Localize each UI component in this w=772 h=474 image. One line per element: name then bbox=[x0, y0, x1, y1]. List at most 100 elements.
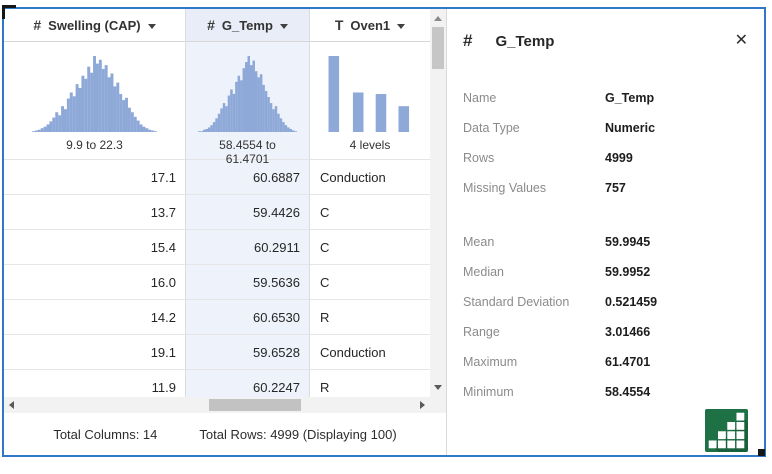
vertical-scrollbar[interactable] bbox=[430, 9, 446, 397]
table-cell[interactable]: 60.6887 bbox=[186, 160, 309, 195]
table-cell[interactable]: 16.0 bbox=[4, 265, 185, 300]
table-cell[interactable]: 14.2 bbox=[4, 300, 185, 335]
character-type-icon: T bbox=[334, 17, 344, 33]
column-label: Swelling (CAP) bbox=[48, 17, 141, 33]
panel-title: G_Temp bbox=[495, 32, 555, 50]
numeric-type-icon: # bbox=[207, 17, 215, 33]
table-cell[interactable]: C bbox=[310, 195, 430, 230]
table-cell[interactable]: 13.7 bbox=[4, 195, 185, 230]
field-missing-values: Missing Values 757 bbox=[463, 173, 756, 203]
mini-histogram bbox=[198, 56, 297, 132]
column-summary-label: 58.4554 to 61.4701 bbox=[219, 138, 276, 166]
table-cell[interactable]: C bbox=[310, 265, 430, 300]
crop-corner-bottomright bbox=[758, 449, 765, 456]
field-label: Mean bbox=[463, 235, 495, 249]
column-label: Oven1 bbox=[350, 17, 391, 33]
table-cell[interactable]: R bbox=[310, 300, 430, 335]
field-value: G_Temp bbox=[605, 91, 655, 105]
field-value: 3.01466 bbox=[605, 325, 651, 339]
total-columns-text: Total Columns: 14 bbox=[53, 426, 158, 442]
field-value: 59.9952 bbox=[605, 265, 651, 279]
table-cell[interactable]: 60.2911 bbox=[186, 230, 309, 265]
panel-divider bbox=[446, 9, 447, 455]
total-rows-text: Total Rows: 4999 (Displaying 100) bbox=[199, 426, 397, 442]
field-value: Numeric bbox=[605, 121, 656, 135]
column-summary-swelling-cap[interactable]: 9.9 to 22.3 bbox=[4, 42, 185, 160]
data-grid: # Swelling (CAP) 9.9 to 22.3 17.1 13.7 15.4 16… bbox=[4, 9, 446, 455]
column-summary-label: 4 levels bbox=[349, 138, 391, 152]
field-maximum: Maximum 61.4701 bbox=[463, 347, 756, 377]
numeric-type-icon: # bbox=[33, 17, 42, 33]
mini-histogram bbox=[32, 56, 157, 132]
column-summary-oven1[interactable]: 4 levels bbox=[310, 42, 430, 160]
field-label: Missing Values bbox=[463, 181, 547, 195]
column-cells: 17.1 13.7 15.4 16.0 14.2 19.1 11.9 bbox=[4, 160, 185, 397]
distribution-chart-button[interactable] bbox=[705, 409, 748, 452]
column-header-g-temp[interactable]: # G_Temp bbox=[186, 9, 309, 42]
table-cell[interactable]: 11.9 bbox=[4, 370, 185, 397]
scroll-left-icon[interactable] bbox=[9, 401, 14, 409]
panel-header: # G_Temp ✕ bbox=[463, 29, 748, 53]
table-footer: Total Columns: 14 Total Rows: 4999 (Disp… bbox=[4, 413, 446, 455]
chevron-down-icon[interactable] bbox=[147, 23, 156, 29]
field-label: Standard Deviation bbox=[463, 295, 570, 309]
field-label: Median bbox=[463, 265, 504, 279]
table-cell[interactable]: Conduction bbox=[310, 160, 430, 195]
horizontal-scrollbar[interactable] bbox=[4, 397, 430, 413]
column-cells: 60.6887 59.4426 60.2911 59.5636 60.6530 59.65… bbox=[186, 160, 309, 397]
column-header-oven1[interactable]: T Oven1 bbox=[310, 9, 430, 42]
table-cell[interactable]: 17.1 bbox=[4, 160, 185, 195]
field-mean: Mean 59.9945 bbox=[463, 227, 756, 257]
fields-spacer bbox=[463, 203, 756, 227]
table-cell[interactable]: 59.5636 bbox=[186, 265, 309, 300]
column-summary-label: 9.9 to 22.3 bbox=[66, 138, 123, 152]
field-label: Rows bbox=[463, 151, 495, 165]
field-value: 61.4701 bbox=[605, 355, 651, 369]
scroll-down-icon[interactable] bbox=[434, 385, 442, 390]
chevron-down-icon[interactable] bbox=[397, 23, 406, 29]
field-label: Data Type bbox=[463, 121, 520, 135]
column-summary-g-temp[interactable]: 58.4554 to 61.4701 bbox=[186, 42, 309, 166]
field-standard-deviation: Standard Deviation 0.521459 bbox=[463, 287, 756, 317]
horizontal-scroll-thumb[interactable] bbox=[209, 399, 301, 411]
scroll-up-icon[interactable] bbox=[434, 16, 442, 21]
table-cell[interactable]: 15.4 bbox=[4, 230, 185, 265]
column-label: G_Temp bbox=[221, 17, 273, 33]
column-header-swelling-cap[interactable]: # Swelling (CAP) bbox=[4, 9, 185, 42]
field-median: Median 59.9952 bbox=[463, 257, 756, 287]
field-value: 4999 bbox=[605, 151, 633, 165]
column-details-panel: # G_Temp ✕ Name G_Temp Data Type Numeric Row… bbox=[447, 9, 764, 455]
column-cells: Conduction C C C R Conduction R bbox=[310, 160, 430, 397]
table-cell[interactable]: C bbox=[310, 230, 430, 265]
field-value: 0.521459 bbox=[605, 295, 658, 309]
crop-corner-topleft bbox=[2, 5, 16, 19]
numeric-type-icon: # bbox=[463, 31, 473, 50]
table-cell[interactable]: 19.1 bbox=[4, 335, 185, 370]
field-data-type: Data Type Numeric bbox=[463, 113, 756, 143]
vertical-scroll-thumb[interactable] bbox=[432, 27, 444, 69]
table-cell[interactable]: 59.4426 bbox=[186, 195, 309, 230]
chevron-down-icon[interactable] bbox=[279, 23, 288, 29]
column-g-temp: # G_Temp 58.4554 to 61.4701 60.6887 59.4426 6… bbox=[186, 9, 310, 397]
columns-container: # Swelling (CAP) 9.9 to 22.3 17.1 13.7 15.4 16… bbox=[4, 9, 430, 397]
table-cell[interactable]: 60.6530 bbox=[186, 300, 309, 335]
column-swelling-cap: # Swelling (CAP) 9.9 to 22.3 17.1 13.7 15.4 16… bbox=[4, 9, 186, 397]
close-icon[interactable]: ✕ bbox=[734, 32, 748, 49]
table-cell[interactable]: Conduction bbox=[310, 335, 430, 370]
histogram-stairs-icon bbox=[705, 409, 748, 452]
scrollbar-corner bbox=[430, 397, 446, 413]
field-value: 58.4554 bbox=[605, 385, 651, 399]
field-label: Minimum bbox=[463, 385, 514, 399]
statistics-list: Name G_Temp Data Type Numeric Rows 4999 Missin… bbox=[463, 83, 756, 407]
data-table-viewer-window: # Swelling (CAP) 9.9 to 22.3 17.1 13.7 15.4 16… bbox=[2, 7, 766, 457]
scroll-right-icon[interactable] bbox=[420, 401, 425, 409]
table-cell[interactable]: 60.2247 bbox=[186, 370, 309, 397]
field-range: Range 3.01466 bbox=[463, 317, 756, 347]
field-rows: Rows 4999 bbox=[463, 143, 756, 173]
table-cell[interactable]: R bbox=[310, 370, 430, 397]
table-cell[interactable]: 59.6528 bbox=[186, 335, 309, 370]
field-value: 59.9945 bbox=[605, 235, 651, 249]
field-value: 757 bbox=[605, 181, 626, 195]
field-label: Range bbox=[463, 325, 500, 339]
field-minimum: Minimum 58.4554 bbox=[463, 377, 756, 407]
